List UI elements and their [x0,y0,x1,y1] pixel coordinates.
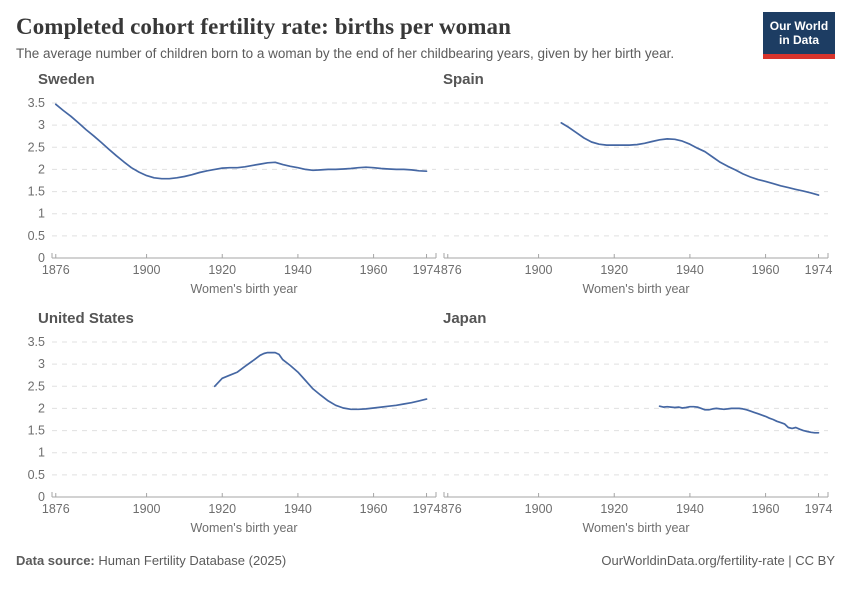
data-source-value: Human Fertility Database (2025) [94,553,287,568]
x-tick-label: 1974 [413,502,441,516]
y-tick-label: 3 [38,118,45,132]
x-tick-label: 1876 [42,502,70,516]
y-tick-label: 2 [38,401,45,415]
x-tick-label: 1960 [360,502,388,516]
y-tick-label: 2.5 [28,140,45,154]
facet-chart: 1876 1900 1920 1940 1960 1974 Women's birth ye… [441,341,833,535]
owid-logo-line1: Our World [769,19,829,33]
facet-spain: Spain 1876 1900 1920 1940 1960 1974 Women's bir… [441,71,834,300]
y-tick-label: 1 [38,207,45,221]
y-tick-label: 3 [38,357,45,371]
facet-sweden: Sweden 0 0.5 1 1.5 2 2.5 3 3.5 1876 1900 1920 1940 19… [16,71,441,300]
data-source: Data source: Human Fertility Database (2… [16,553,286,568]
x-tick-label: 1940 [676,263,704,277]
y-tick-label: 0.5 [28,229,45,243]
line-series-spain [560,122,820,196]
x-tick-label: 1900 [133,502,161,516]
facet-chart: 0 0.5 1 1.5 2 2.5 3 3.5 1876 1900 1920 1940 1960 1974… [28,335,441,535]
y-tick-label: 0.5 [28,468,45,482]
attribution-link[interactable]: OurWorldinData.org/fertility-rate | CC B… [601,553,835,568]
facet-chart: 0 0.5 1 1.5 2 2.5 3 3.5 1876 1900 1920 1940 1960 1974… [28,96,441,296]
x-tick-label: 1960 [360,263,388,277]
facet-title: Sweden [38,71,95,88]
x-tick-label: 1920 [208,502,236,516]
x-tick-label: 1974 [805,502,833,516]
y-tick-label: 2.5 [28,379,45,393]
line-series-japan [658,405,820,434]
page-title: Completed cohort fertility rate: births … [16,14,512,39]
x-tick-label: 1900 [133,263,161,277]
page-subtitle: The average number of children born to a… [16,46,675,61]
x-tick-label: 1876 [441,263,462,277]
x-tick-label: 1960 [752,502,780,516]
facet-japan: Japan 1876 1900 1920 1940 1960 1974 Women's bir… [441,310,834,539]
charts-grid: Sweden 0 0.5 1 1.5 2 2.5 3 3.5 1876 1900 1920 1940 19… [16,71,835,539]
data-source-label: Data source: [16,553,95,568]
owid-logo-line2: in Data [778,33,819,48]
x-tick-label: 1940 [284,502,312,516]
x-axis-label: Women's birth year [582,521,689,535]
x-tick-label: 1920 [600,502,628,516]
x-tick-label: 1900 [525,263,553,277]
x-tick-label: 1876 [441,502,462,516]
y-tick-label: 0 [38,251,45,265]
y-tick-label: 2 [38,162,45,176]
x-tick-label: 1920 [208,263,236,277]
x-tick-label: 1960 [752,263,780,277]
header-titles: Completed cohort fertility rate: births … [16,12,763,69]
facet-united-states: United States 0 0.5 1 1.5 2 2.5 3 3.5 1876 1900 192… [16,310,441,539]
x-tick-label: 1940 [284,263,312,277]
line-series-united-states [213,351,428,411]
x-tick-label: 1900 [525,502,553,516]
x-tick-label: 1876 [42,263,70,277]
y-tick-label: 3.5 [28,96,45,110]
facet-chart: 1876 1900 1920 1940 1960 1974 Women's birth ye… [441,102,833,296]
x-tick-label: 1940 [676,502,704,516]
x-axis-label: Women's birth year [190,282,297,296]
y-tick-label: 1.5 [28,185,45,199]
chart-footer: Data source: Human Fertility Database (2… [16,553,835,568]
y-tick-label: 0 [38,490,45,504]
x-tick-label: 1974 [805,263,833,277]
x-tick-label: 1974 [413,263,441,277]
y-tick-label: 3.5 [28,335,45,349]
owid-logo[interactable]: Our World in Data [763,12,835,59]
line-series-sweden [54,103,428,180]
facet-title: Japan [443,310,487,327]
x-axis-label: Women's birth year [582,282,689,296]
facet-title: United States [38,310,134,327]
facet-title: Spain [443,71,484,88]
y-tick-label: 1 [38,446,45,460]
y-tick-label: 1.5 [28,424,45,438]
chart-header: Completed cohort fertility rate: births … [16,12,835,69]
x-axis-label: Women's birth year [190,521,297,535]
x-tick-label: 1920 [600,263,628,277]
